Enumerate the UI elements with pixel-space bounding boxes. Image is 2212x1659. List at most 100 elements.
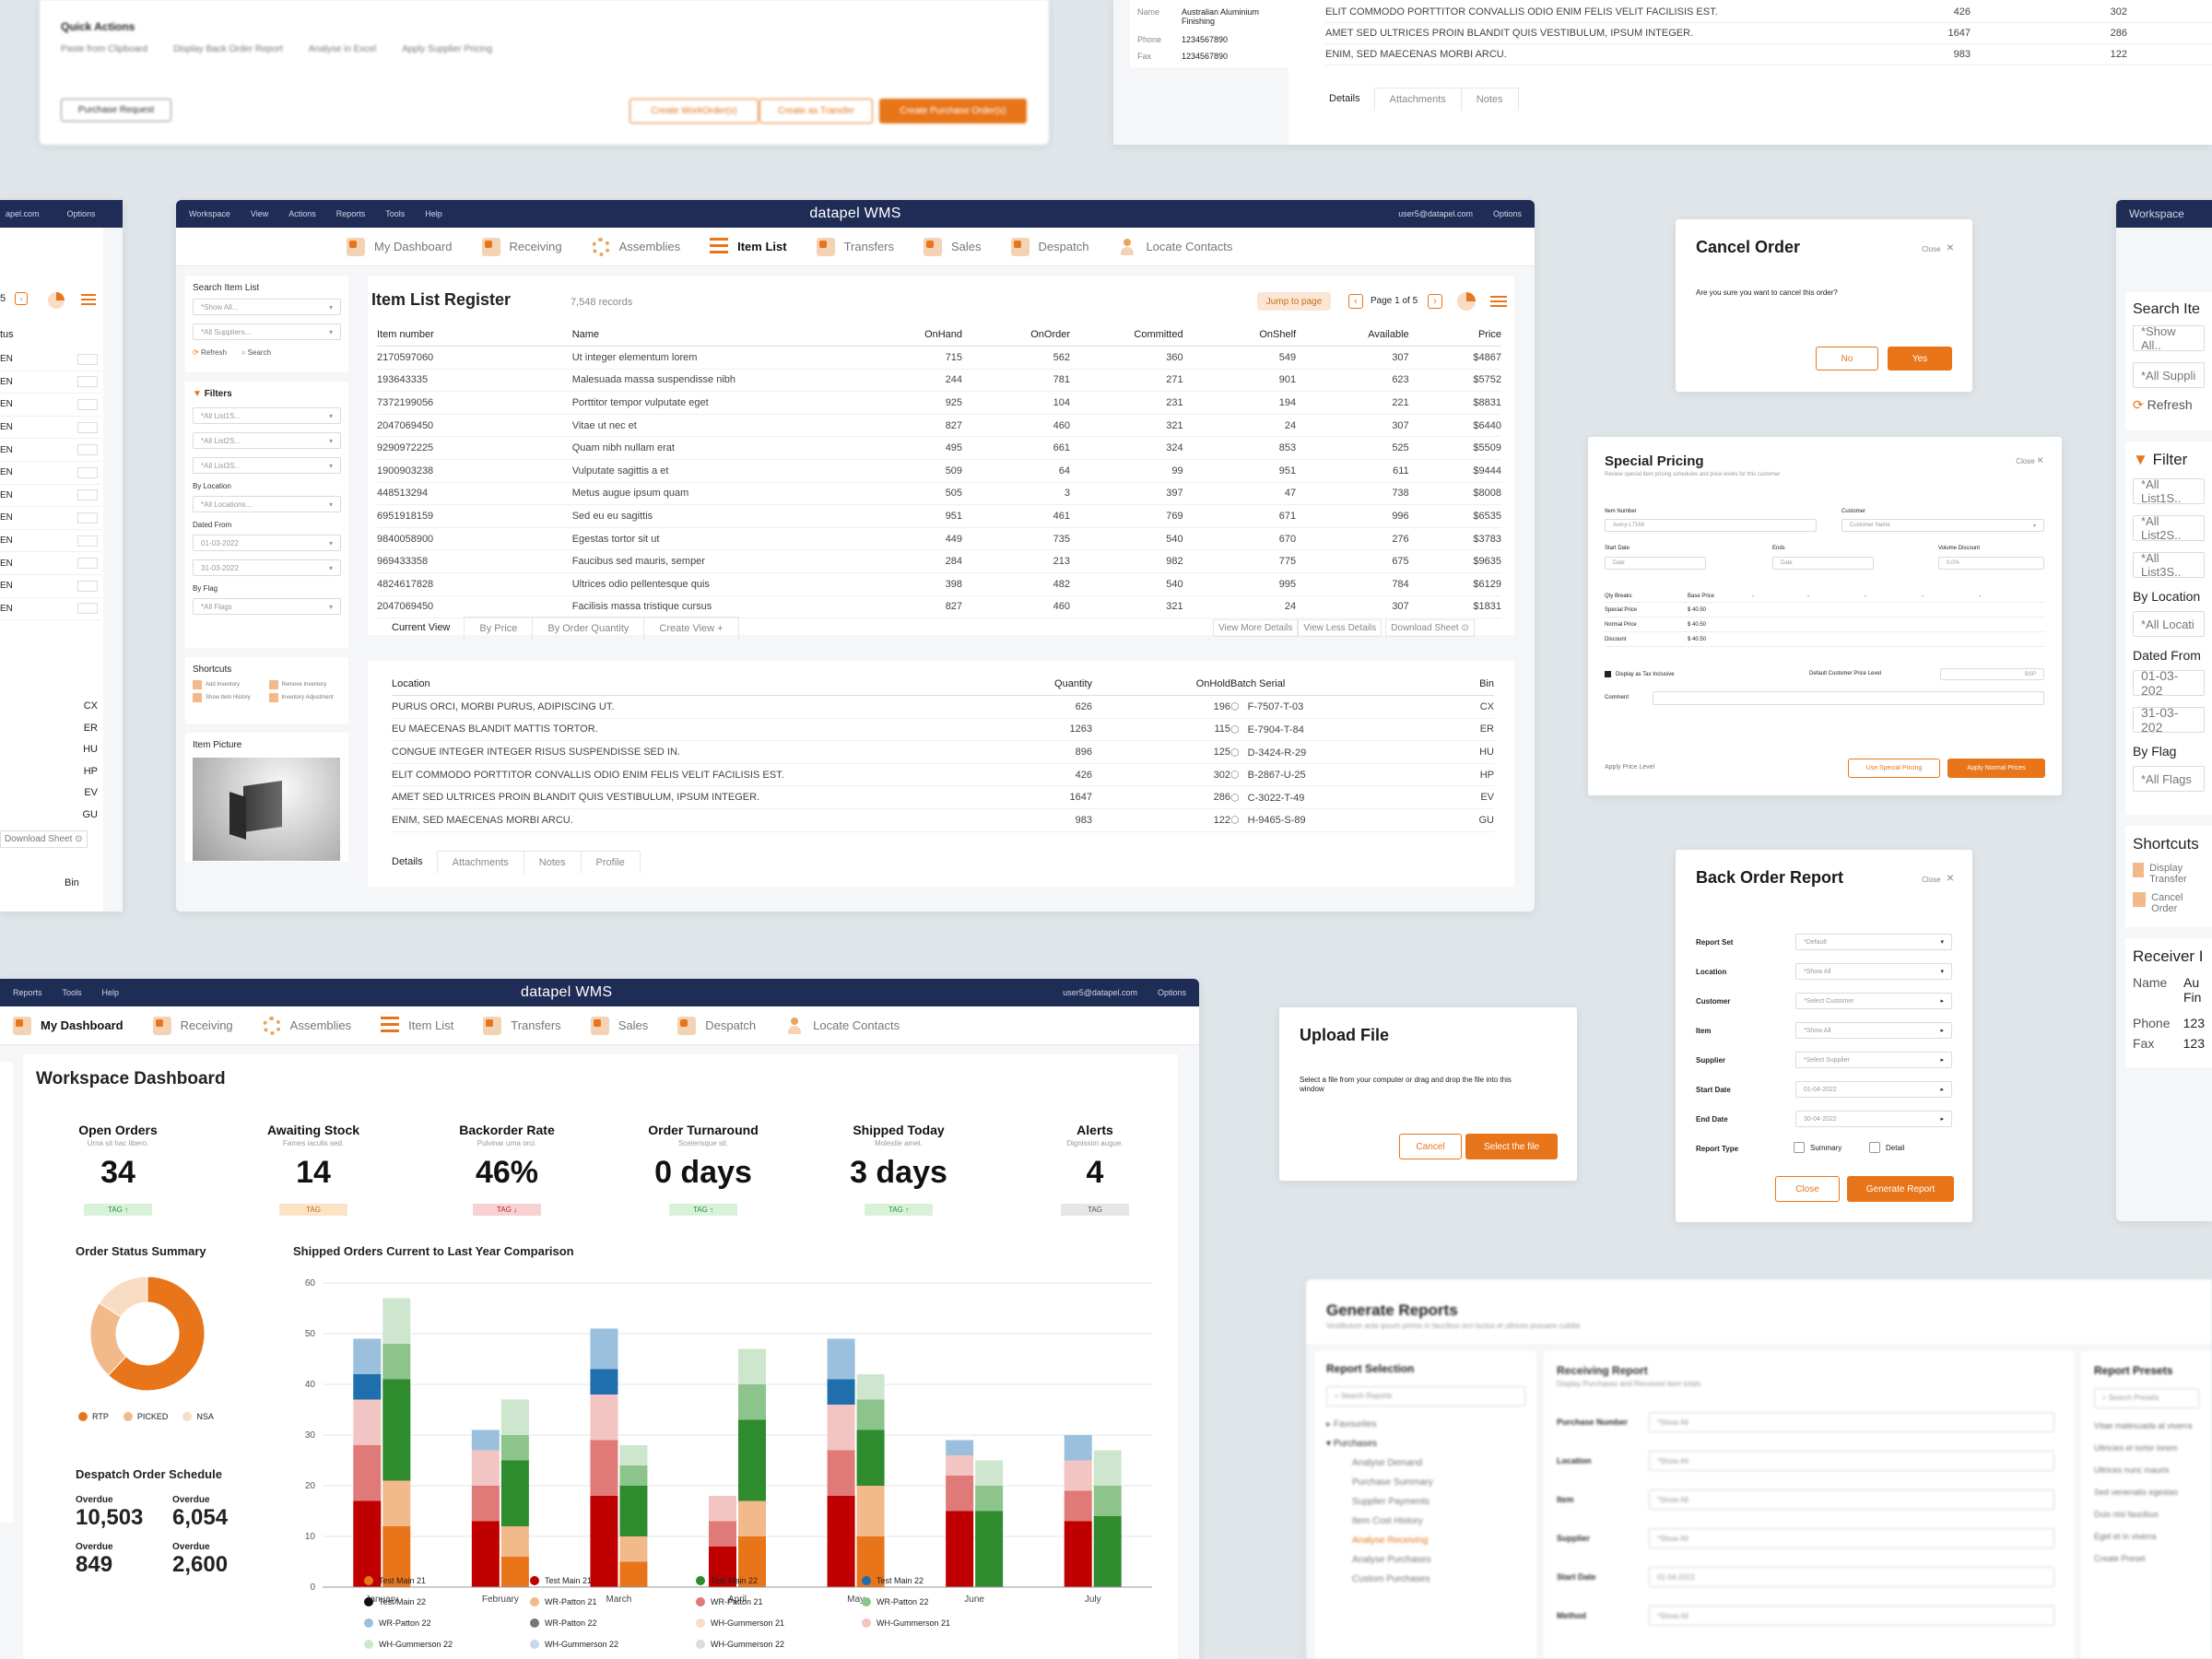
list-item[interactable]: EN (0, 394, 101, 417)
tab-assemblies[interactable]: Assemblies (262, 1016, 351, 1035)
field-select[interactable]: *Select Customer ▸ (1795, 993, 1952, 1009)
field-input[interactable]: 01-04-2022 (1649, 1567, 2054, 1587)
left-download-sheet[interactable]: Download Sheet ⊙ (0, 830, 88, 848)
price-level-select[interactable]: BSP (1940, 668, 2044, 680)
table-row[interactable]: 1900903238 Vulputate sagittis a et 509 64 99… (377, 459, 1501, 483)
tab-despatch[interactable]: Despatch (677, 1016, 756, 1035)
bar-segment[interactable] (1093, 1486, 1122, 1516)
bar-segment[interactable] (946, 1476, 974, 1512)
tab-attachments[interactable]: Attachments (1373, 88, 1462, 111)
item-number-input[interactable]: Avery-L7169 (1605, 519, 1817, 532)
right-list1[interactable]: *All List1S.. (2133, 477, 2205, 505)
tab-transfers[interactable]: Transfers (816, 237, 894, 256)
column-header[interactable]: OnHold (1092, 673, 1230, 697)
bar-segment[interactable] (856, 1374, 885, 1400)
column-header[interactable]: Item number (377, 324, 572, 347)
table-row[interactable]: ELIT COMMODO PORTTITOR CONVALLIS ODIO EN… (392, 763, 1494, 787)
report-item[interactable]: Supplier Payments (1352, 1497, 1430, 1507)
start-date-input[interactable]: Date (1605, 557, 1706, 570)
tab-details[interactable]: Details (1329, 93, 1360, 104)
bar-segment[interactable] (1093, 1516, 1122, 1587)
list-item[interactable]: EN (0, 485, 101, 508)
menu-view[interactable]: View (250, 209, 269, 218)
detail-tab-0[interactable]: Details (392, 856, 423, 867)
bar-segment[interactable] (1093, 1450, 1122, 1487)
bar-segment[interactable] (471, 1450, 500, 1487)
menu-actions[interactable]: Actions (288, 209, 316, 218)
bar-segment[interactable] (353, 1445, 382, 1501)
table-row[interactable]: 2170597060 Ut integer elementum lorem 715 5… (377, 346, 1501, 370)
bar-segment[interactable] (382, 1344, 411, 1380)
show-all-select[interactable]: *Show All... ▾ (193, 299, 341, 315)
tab-transfers[interactable]: Transfers (483, 1016, 561, 1035)
table-row[interactable]: 193643335 Malesuada massa suspendisse nib… (377, 369, 1501, 393)
column-header[interactable]: Location (392, 673, 982, 697)
tab-despatch[interactable]: Despatch (1010, 237, 1088, 256)
shortcut-remove-inventory[interactable]: Remove Inventory (268, 680, 342, 689)
bar-segment[interactable] (975, 1486, 1004, 1512)
bar-segment[interactable] (590, 1440, 618, 1497)
list3-select[interactable]: *All List3S... ▾ (193, 457, 341, 474)
field-select[interactable]: *Show All ▾ (1795, 963, 1952, 980)
bar-segment[interactable] (827, 1496, 855, 1587)
list1-select[interactable]: *All List1S... ▾ (193, 407, 341, 424)
close-button[interactable]: Close × (2016, 453, 2043, 466)
tab-receiving[interactable]: Receiving (152, 1016, 233, 1035)
menu-icon[interactable] (1490, 296, 1507, 308)
left-options[interactable]: Options (66, 209, 96, 218)
bar-segment[interactable] (382, 1480, 411, 1527)
close-modal-button[interactable]: Close (1775, 1176, 1840, 1202)
qa-link-backorder[interactable]: Display Back Order Report (172, 44, 283, 54)
column-header[interactable]: OnOrder (962, 324, 1071, 347)
flag-select[interactable]: *All Flags ▾ (193, 598, 341, 615)
use-special-pricing-button[interactable]: Use Special Pricing (1848, 759, 1940, 778)
bar-segment[interactable] (471, 1430, 500, 1451)
bar-segment[interactable] (738, 1348, 766, 1385)
bar-segment[interactable] (590, 1496, 618, 1587)
bar-segment[interactable] (856, 1399, 885, 1430)
detail-tab-3[interactable]: Profile (580, 851, 641, 874)
tab-locate-contacts[interactable]: Locate Contacts (1118, 238, 1232, 256)
table-row[interactable]: 9290972225 Quam nibh nullam erat 495 661 324… (377, 436, 1501, 461)
qa-link-supplier[interactable]: Apply Supplier Pricing (402, 44, 493, 54)
bar-segment[interactable] (382, 1526, 411, 1587)
table-row[interactable]: 9840058900 Egestas tortor sit ut 449 735 540… (377, 527, 1501, 551)
bar-segment[interactable] (1064, 1490, 1092, 1522)
bar-segment[interactable] (1064, 1460, 1092, 1491)
pie-chart-icon[interactable] (1457, 292, 1476, 311)
table-row[interactable]: 7372199056 Porttitor tempor vulputate ege… (377, 391, 1501, 415)
bar-segment[interactable] (856, 1430, 885, 1487)
tab-assemblies[interactable]: Assemblies (591, 237, 680, 256)
pie-slice-rtp[interactable] (107, 1276, 206, 1392)
table-row[interactable]: 2047069450 Vitae ut nec et 827 460 321 24 307 $… (377, 414, 1501, 438)
purchases-group[interactable]: ▾ Purchases (1326, 1439, 1378, 1449)
chevron-left-icon[interactable]: ‹ (1348, 294, 1363, 309)
bar-segment[interactable] (709, 1521, 736, 1547)
search-button[interactable]: ⌕ Search (241, 348, 272, 357)
report-item[interactable]: Purchase Summary (1352, 1477, 1433, 1488)
bar-segment[interactable] (619, 1561, 648, 1588)
view-more-details-button[interactable]: View More Details (1213, 619, 1299, 637)
report-item[interactable]: Custom Purchases (1352, 1574, 1430, 1584)
table-row[interactable]: 4824617828 Ultrices odio pellentesque qui… (377, 572, 1501, 596)
column-header[interactable]: Name (571, 324, 819, 347)
preset-item[interactable]: Create Preset (2094, 1554, 2146, 1563)
create-workorder-button[interactable]: Create WorkOrder(s) (629, 99, 759, 124)
date-to-input[interactable]: 31-03-2022 ▾ (193, 559, 341, 576)
tab-sales[interactable]: Sales (924, 237, 982, 256)
yes-button[interactable]: Yes (1888, 347, 1952, 371)
column-header[interactable]: OnShelf (1182, 324, 1297, 347)
bar-segment[interactable] (382, 1379, 411, 1481)
column-header[interactable]: OnHand (818, 324, 963, 347)
preset-item[interactable]: Ultricies et tortor lorem (2094, 1443, 2178, 1453)
table-row[interactable]: AMET SED ULTRICES PROIN BLANDIT QUIS VES… (392, 785, 1494, 810)
right-show-all[interactable]: *Show All.. (2133, 324, 2205, 352)
bar-segment[interactable] (738, 1419, 766, 1501)
bar-segment[interactable] (619, 1536, 648, 1562)
list-item[interactable]: EN (0, 371, 101, 394)
field-select[interactable]: *Default ▾ (1795, 934, 1952, 950)
bar-segment[interactable] (590, 1394, 618, 1441)
detail-checkbox[interactable]: Detail (1869, 1142, 1904, 1153)
bar-segment[interactable] (471, 1521, 500, 1588)
preset-item[interactable]: Vitae malesuada at viverra (2094, 1421, 2193, 1430)
